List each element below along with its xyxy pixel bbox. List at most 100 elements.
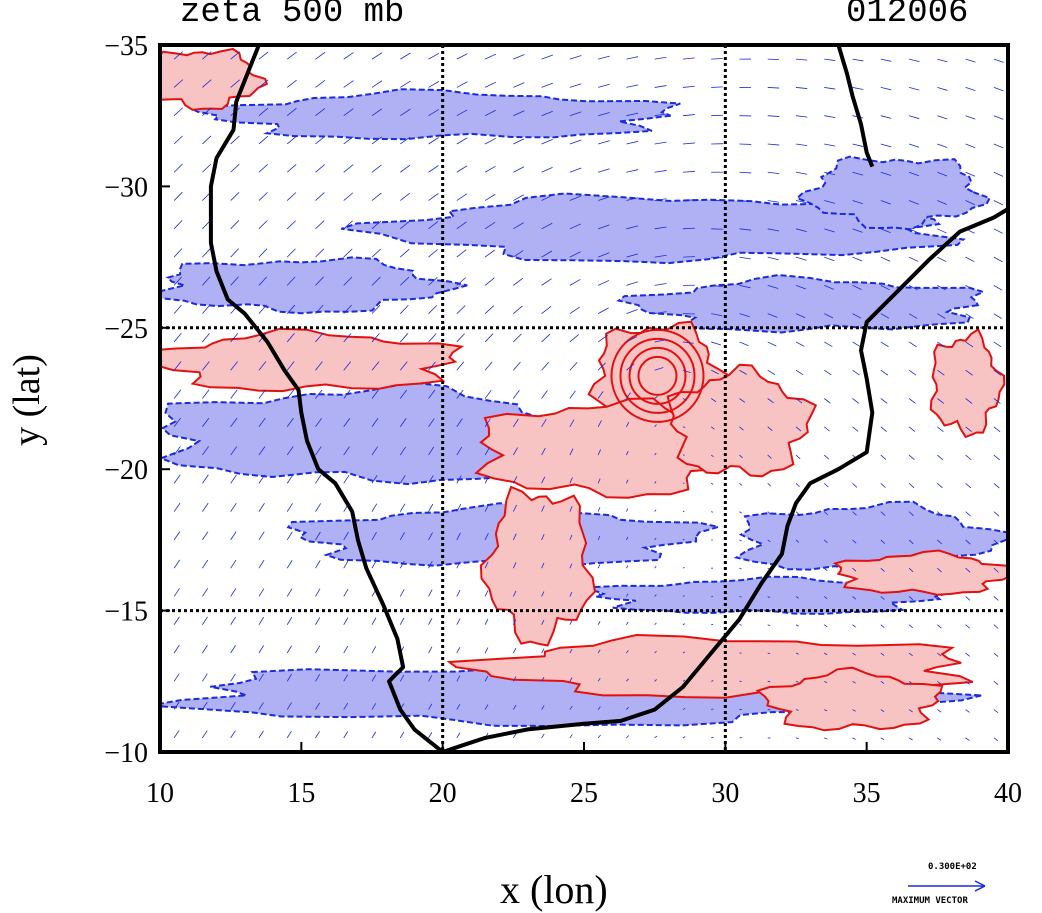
wind-vector — [343, 560, 349, 569]
wind-vector — [173, 616, 180, 625]
wind-vector — [880, 596, 885, 600]
wind-vector — [711, 482, 714, 485]
wind-vector — [824, 256, 835, 262]
wind-vector — [824, 87, 836, 90]
wind-vector — [739, 398, 746, 403]
wind-vector — [626, 169, 639, 173]
wind-vector — [371, 192, 382, 201]
wind-vector — [993, 652, 999, 657]
wind-vector — [399, 418, 407, 428]
coastline-layer — [208, 45, 1008, 752]
wind-vector — [965, 567, 971, 573]
wind-vector — [824, 285, 834, 290]
wind-vector — [202, 701, 208, 710]
wind-vector — [965, 511, 971, 517]
wind-vector — [767, 200, 780, 203]
wind-vector — [965, 596, 971, 601]
wind-vector — [795, 143, 808, 147]
wind-vector — [258, 135, 269, 145]
wind-vector — [456, 475, 462, 484]
wind-vector — [626, 309, 638, 315]
wind-vector — [484, 389, 492, 399]
wind-vector — [823, 539, 828, 544]
wind-vector — [315, 361, 323, 371]
wind-vector — [880, 539, 886, 544]
wind-vector — [993, 341, 1002, 348]
wind-vector — [202, 730, 208, 739]
wind-vector — [173, 51, 184, 60]
wind-vector — [315, 702, 320, 710]
wind-vector — [626, 621, 629, 625]
wind-vector — [456, 589, 461, 597]
wind-vector — [795, 369, 804, 376]
wind-vector — [937, 398, 945, 404]
wind-vector — [258, 588, 265, 597]
wind-vector — [626, 536, 629, 541]
wind-vector — [993, 143, 1004, 149]
wind-vector — [456, 446, 463, 456]
wind-vector — [626, 225, 639, 230]
wind-vector — [739, 426, 744, 431]
wind-vector — [513, 222, 524, 230]
wind-vector — [937, 596, 942, 601]
wind-vector — [937, 567, 942, 573]
wind-vector — [965, 313, 974, 319]
wind-vector — [258, 616, 265, 625]
wind-vector — [795, 171, 808, 175]
wind-vector — [286, 276, 296, 286]
wind-vector — [937, 200, 947, 205]
wind-vector — [852, 567, 857, 572]
wind-vector — [654, 170, 667, 173]
wind-vector — [965, 483, 972, 489]
wind-vector — [371, 617, 377, 625]
wind-vector — [965, 58, 976, 63]
wind-vector — [399, 560, 405, 569]
wind-vector — [597, 391, 604, 399]
wind-vector — [824, 709, 828, 712]
wind-vector — [484, 305, 495, 314]
wind-vector — [286, 220, 296, 230]
wind-vector — [993, 115, 1004, 120]
wind-vector — [908, 567, 914, 573]
wind-vector — [513, 194, 525, 201]
wind-vector — [513, 166, 525, 173]
wind-vector — [230, 531, 237, 541]
wind-vector — [286, 730, 292, 739]
wind-vector — [428, 221, 439, 230]
wind-vector — [371, 333, 380, 343]
wind-vector — [400, 248, 410, 258]
wind-vector — [484, 333, 494, 343]
wind-vector — [569, 506, 573, 512]
wind-vector — [654, 254, 667, 258]
wind-vector — [965, 341, 974, 348]
wind-vector — [767, 171, 780, 175]
wind-vector — [258, 276, 268, 286]
wind-vector — [852, 143, 864, 147]
wind-vector — [541, 278, 552, 286]
wind-vector — [202, 332, 210, 343]
wind-vector — [399, 674, 405, 682]
wind-vector — [343, 361, 352, 371]
wind-vector — [852, 596, 857, 600]
wind-vector — [343, 304, 352, 314]
wind-vector — [795, 511, 800, 515]
wind-vector — [258, 417, 266, 428]
wind-vector — [315, 51, 326, 60]
wind-vector — [682, 142, 695, 145]
wind-vector — [399, 389, 408, 399]
wind-vector — [399, 731, 405, 739]
wind-vector — [654, 537, 657, 541]
wind-vector — [993, 87, 1004, 92]
wind-vector — [230, 79, 240, 88]
wind-vector — [852, 652, 856, 656]
wind-vector — [682, 398, 687, 401]
wind-vector — [626, 140, 639, 145]
wind-vector — [513, 333, 522, 343]
wind-vector — [852, 737, 856, 740]
wind-vector — [315, 503, 322, 512]
wind-vector — [824, 652, 828, 656]
wind-vector — [512, 533, 517, 541]
wind-vector — [937, 313, 946, 319]
wind-vector — [173, 163, 183, 173]
